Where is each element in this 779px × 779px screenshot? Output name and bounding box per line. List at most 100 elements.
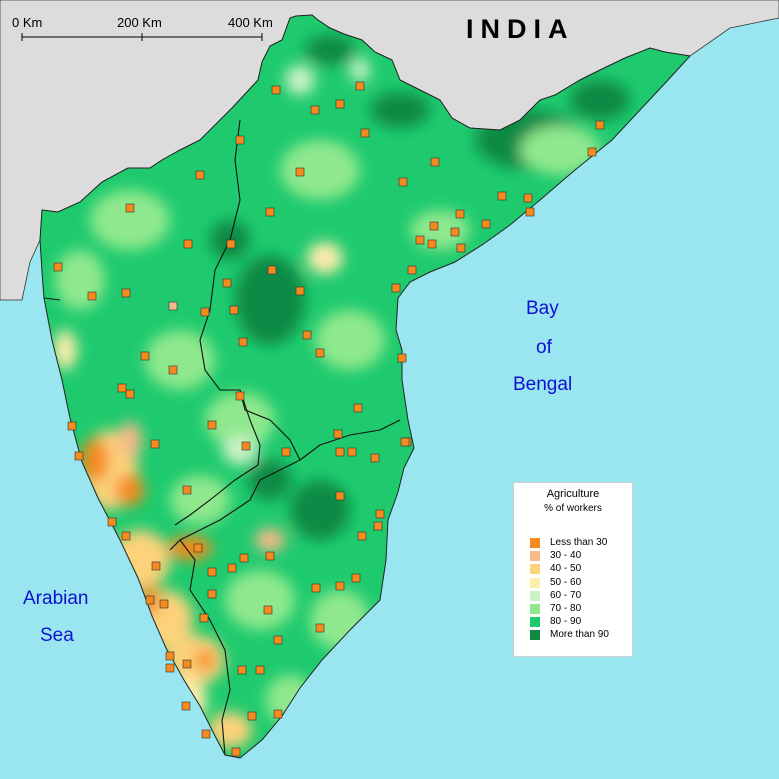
district-marker — [333, 429, 343, 439]
bay-label-1: Bay — [526, 298, 559, 319]
district-marker — [347, 447, 357, 457]
district-marker — [151, 561, 161, 571]
district-marker — [247, 711, 257, 721]
district-marker — [407, 265, 417, 275]
district-marker — [182, 659, 192, 669]
district-marker — [201, 729, 211, 739]
district-marker — [271, 85, 281, 95]
district-marker — [207, 567, 217, 577]
scale-label-200: 200 Km — [117, 15, 162, 30]
legend-swatch — [530, 551, 540, 562]
district-marker — [235, 135, 245, 145]
district-marker — [311, 583, 321, 593]
legend-label: 80 - 90 — [550, 616, 582, 628]
district-marker — [273, 635, 283, 645]
district-marker — [182, 485, 192, 495]
district-marker — [397, 353, 407, 363]
district-marker — [455, 209, 465, 219]
district-marker — [360, 128, 370, 138]
district-marker — [295, 167, 305, 177]
district-marker — [523, 193, 533, 203]
legend-label: 30 - 40 — [550, 550, 582, 562]
district-marker — [335, 447, 345, 457]
district-marker — [415, 235, 425, 245]
district-marker — [159, 599, 169, 609]
district-marker — [193, 543, 203, 553]
district-marker — [237, 665, 247, 675]
legend-swatch — [530, 630, 540, 641]
district-marker — [429, 221, 439, 231]
district-marker — [353, 403, 363, 413]
legend-swatch — [530, 590, 540, 601]
scale-bar — [21, 33, 263, 41]
legend: Agriculture % of workers Less than 30 30 … — [513, 482, 633, 657]
arabian-label-2: Sea — [40, 625, 74, 646]
district-marker — [335, 99, 345, 109]
district-marker — [587, 147, 597, 157]
legend-swatch — [530, 577, 540, 588]
district-marker — [427, 239, 437, 249]
district-marker — [310, 105, 320, 115]
district-marker — [107, 517, 117, 527]
legend-label: 60 - 70 — [550, 589, 582, 601]
legend-label: Less than 30 — [550, 537, 608, 548]
district-marker — [357, 531, 367, 541]
arabian-label-1: Arabian — [23, 588, 89, 609]
district-marker — [335, 581, 345, 591]
legend-label: 40 - 50 — [550, 563, 582, 575]
district-marker — [222, 278, 232, 288]
legend-label: More than 90 — [550, 629, 609, 641]
district-marker — [315, 623, 325, 633]
bay-label-3: Bengal — [513, 374, 573, 395]
bay-label-2: of — [536, 337, 552, 358]
district-marker — [265, 207, 275, 217]
district-marker — [183, 239, 193, 249]
district-marker — [335, 491, 345, 501]
district-marker — [181, 701, 191, 711]
legend-label: 50 - 60 — [550, 576, 582, 588]
district-marker — [207, 589, 217, 599]
district-marker — [400, 437, 410, 447]
district-marker — [373, 521, 383, 531]
district-marker — [238, 337, 248, 347]
scale-label-400: 400 Km — [228, 15, 273, 30]
district-marker — [355, 81, 365, 91]
district-marker — [53, 262, 63, 272]
district-marker — [227, 563, 237, 573]
district-marker — [229, 305, 239, 315]
district-marker — [121, 288, 131, 298]
district-marker — [125, 203, 135, 213]
district-marker — [168, 365, 178, 375]
district-marker — [430, 157, 440, 167]
legend-swatch — [530, 564, 540, 575]
district-marker — [456, 243, 466, 253]
district-marker — [117, 383, 127, 393]
district-marker — [199, 613, 209, 623]
district-marker — [375, 509, 385, 519]
district-marker — [165, 651, 175, 661]
district-markers — [53, 81, 605, 757]
district-marker — [207, 420, 217, 430]
legend-swatch — [530, 604, 540, 614]
legend-title: Agriculture — [546, 488, 600, 500]
district-marker — [525, 207, 535, 217]
district-marker — [281, 447, 291, 457]
district-marker — [595, 120, 605, 130]
district-marker — [239, 553, 249, 563]
district-marker — [200, 307, 210, 317]
district-marker — [165, 663, 175, 673]
district-marker — [450, 227, 460, 237]
legend-swatch — [530, 617, 540, 628]
district-marker — [226, 239, 236, 249]
district-marker — [398, 177, 408, 187]
scale-label-0: 0 Km — [12, 15, 43, 30]
district-marker — [273, 709, 283, 719]
district-marker — [241, 441, 251, 451]
district-marker — [255, 665, 265, 675]
country-label: INDIA — [466, 14, 575, 44]
district-marker — [67, 421, 77, 431]
district-marker — [140, 351, 150, 361]
district-marker — [121, 531, 131, 541]
district-marker — [263, 605, 273, 615]
